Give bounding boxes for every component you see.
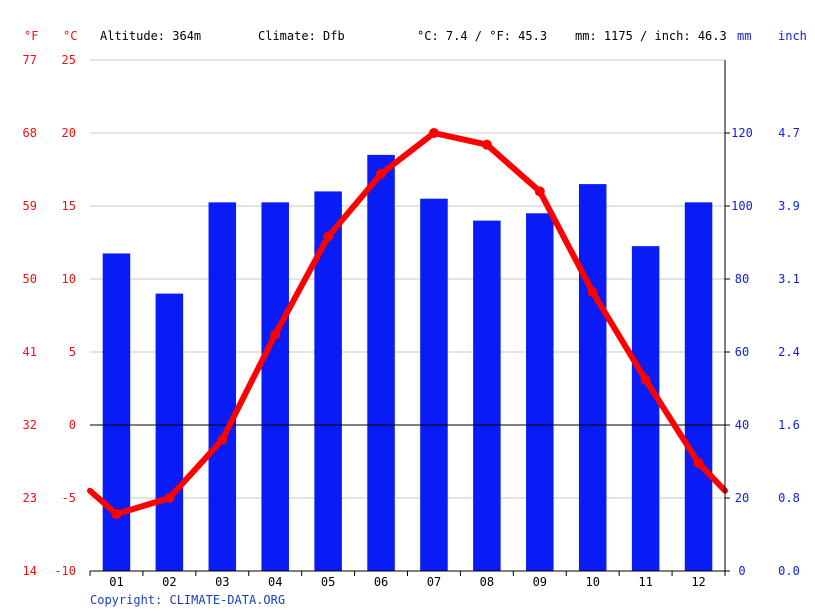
temperature-point — [270, 329, 281, 340]
month-tick-label: 09 — [533, 575, 547, 589]
unit-inch-label: inch — [778, 29, 807, 43]
tick-labels: -10 14 -5 23 0 32 5 41 10 50 15 59 20 68 25 77 0 0.0 20 0.8… — [23, 53, 800, 589]
fahrenheit-tick-label: 32 — [23, 418, 37, 432]
precipitation-bar — [261, 202, 289, 571]
month-tick-label: 08 — [480, 575, 494, 589]
month-tick-label: 12 — [691, 575, 705, 589]
month-tick-label: 06 — [374, 575, 388, 589]
inch-tick-label: 3.9 — [778, 199, 800, 213]
temperature-line-path — [87, 130, 728, 518]
precipitation-bar — [684, 202, 713, 571]
celsius-tick-label: 0 — [69, 418, 76, 432]
precipitation-bars — [102, 154, 713, 572]
temperature-line — [87, 128, 728, 520]
month-tick-label: 01 — [109, 575, 123, 589]
mm-tick-label: 60 — [735, 345, 749, 359]
celsius-tick-label: 25 — [62, 53, 76, 67]
inch-tick-label: 0.8 — [778, 491, 800, 505]
precipitation-bar — [578, 184, 607, 571]
temperature-point — [376, 168, 387, 179]
temperature-point — [164, 493, 175, 503]
inch-tick-label: 4.7 — [778, 126, 800, 140]
precipitation-total-label: mm: 1175 / inch: 46.3 — [575, 29, 727, 43]
axes — [89, 60, 730, 576]
celsius-tick-label: 15 — [62, 199, 76, 213]
month-tick-label: 10 — [585, 575, 599, 589]
fahrenheit-tick-label: 14 — [23, 564, 37, 578]
month-tick-label: 04 — [268, 575, 282, 589]
month-tick-label: 05 — [321, 575, 335, 589]
unit-fahrenheit-label: °F — [24, 29, 38, 43]
copyright-label: Copyright: CLIMATE-DATA.ORG — [90, 593, 285, 607]
precipitation-bar — [420, 198, 448, 571]
month-tick-label: 02 — [162, 575, 176, 589]
mm-tick-label: 40 — [735, 418, 749, 432]
climate-label: Climate: Dfb — [258, 29, 345, 43]
temperature-point — [323, 231, 334, 242]
unit-celsius-label: °C — [63, 29, 77, 43]
precipitation-bar — [526, 213, 554, 572]
temperature-point — [111, 509, 122, 520]
temperature-average-label: °C: 7.4 / °F: 45.3 — [417, 29, 547, 43]
mm-tick-label: 20 — [735, 491, 749, 505]
temperature-point — [481, 139, 492, 150]
fahrenheit-tick-label: 50 — [23, 272, 37, 286]
celsius-tick-label: 10 — [62, 272, 76, 286]
month-tick-label: 07 — [427, 575, 441, 589]
precipitation-bar — [367, 154, 395, 571]
temperature-point — [534, 186, 545, 197]
mm-tick-label: 120 — [731, 126, 753, 140]
temperature-point — [587, 287, 598, 298]
fahrenheit-tick-label: 68 — [23, 126, 37, 140]
precipitation-bar — [102, 253, 131, 571]
temperature-point — [428, 128, 439, 138]
month-tick-label: 11 — [638, 575, 652, 589]
precipitation-bar — [155, 293, 184, 571]
fahrenheit-tick-label: 59 — [23, 199, 37, 213]
precipitation-bar — [473, 220, 501, 571]
inch-tick-label: 1.6 — [778, 418, 800, 432]
temperature-point — [640, 374, 651, 385]
celsius-tick-label: 5 — [69, 345, 76, 359]
mm-tick-label: 100 — [731, 199, 753, 213]
celsius-tick-label: -5 — [62, 491, 76, 505]
temperature-point — [217, 434, 228, 445]
celsius-tick-label: -10 — [54, 564, 76, 578]
fahrenheit-tick-label: 41 — [23, 345, 37, 359]
temperature-point — [693, 457, 704, 468]
inch-tick-label: 3.1 — [778, 272, 800, 286]
grid-lines — [90, 59, 725, 499]
mm-tick-label: 80 — [735, 272, 749, 286]
altitude-label: Altitude: 364m — [100, 29, 201, 43]
celsius-tick-label: 20 — [62, 126, 76, 140]
precipitation-bar — [208, 202, 237, 571]
month-tick-label: 03 — [215, 575, 229, 589]
unit-mm-label: mm — [737, 29, 751, 43]
mm-tick-label: 0 — [738, 564, 745, 578]
fahrenheit-tick-label: 23 — [23, 491, 37, 505]
inch-tick-label: 0.0 — [778, 564, 800, 578]
precipitation-bar — [631, 246, 660, 571]
inch-tick-label: 2.4 — [778, 345, 800, 359]
fahrenheit-tick-label: 77 — [23, 53, 37, 67]
